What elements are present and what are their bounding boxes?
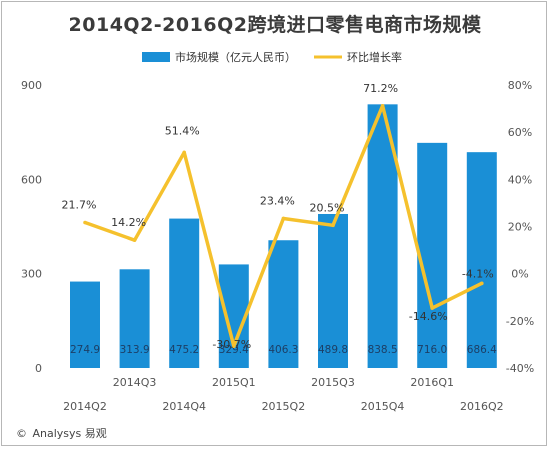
bar <box>169 218 200 368</box>
right-tick-label: 60% <box>508 126 532 139</box>
bar-value-label: 329.4 <box>219 344 249 356</box>
bar-value-label: 313.9 <box>120 344 150 356</box>
right-tick-label: 80% <box>508 79 532 92</box>
growth-value-label: -30.7% <box>212 338 251 351</box>
growth-labels: 21.7% 14.2% 51.4% -30.7% 23.4% 20.5% 71.2% -14.… <box>62 82 494 351</box>
chart-title: 2014Q2-2016Q2跨境进口零售电商市场规模 <box>68 14 482 36</box>
growth-value-label: 20.5% <box>310 201 345 214</box>
bar-value-label: 489.8 <box>318 344 348 356</box>
left-tick-label: 900 <box>21 79 42 92</box>
bar-value-label: 406.3 <box>268 344 298 356</box>
bar-value-label: 686.4 <box>467 344 497 356</box>
growth-value-label: 71.2% <box>363 82 398 95</box>
bar <box>417 142 448 368</box>
growth-point <box>480 281 484 286</box>
left-tick-label: 300 <box>21 268 42 281</box>
growth-point <box>132 238 137 242</box>
bar <box>268 240 299 368</box>
bars <box>70 104 497 369</box>
x-axis: 2014Q2 2014Q3 2014Q4 2015Q1 2015Q2 2015Q3 2015… <box>63 376 503 413</box>
growth-value-label: 14.2% <box>111 216 146 229</box>
x-tick-label: 2016Q1 <box>410 376 454 389</box>
footer: © Analysys 易观 <box>16 425 107 441</box>
bar-value-label: 475.2 <box>169 344 199 356</box>
growth-point <box>380 103 385 108</box>
bar <box>119 269 150 368</box>
bar-value-label: 716.0 <box>417 344 447 356</box>
growth-point <box>83 220 87 225</box>
x-tick-label: 2015Q1 <box>212 376 256 389</box>
x-tick-label: 2014Q3 <box>113 376 157 389</box>
growth-point <box>281 216 286 221</box>
x-tick-label: 2015Q3 <box>311 376 355 389</box>
right-tick-label: 20% <box>508 221 532 234</box>
growth-value-label: -4.1% <box>462 267 494 280</box>
growth-value-label: 21.7% <box>62 198 97 211</box>
growth-point <box>430 306 435 310</box>
legend-line-label: 环比增长率 <box>347 50 402 64</box>
footer-brand: Analysys 易观 <box>32 427 107 440</box>
copyright-symbol: © <box>16 427 27 440</box>
right-tick-label: -20% <box>506 315 534 328</box>
growth-point <box>182 150 186 155</box>
left-axis: 0 300 600 900 <box>21 79 42 375</box>
right-tick-label: 40% <box>508 173 532 186</box>
right-axis: -40% -20% 0% 20% 40% 60% 80% <box>506 79 534 375</box>
x-tick-label: 2015Q4 <box>361 400 405 413</box>
legend: 市场规模（亿元人民币） 环比增长率 <box>142 50 402 64</box>
bar-value-label: 838.5 <box>368 344 398 356</box>
growth-point <box>232 344 236 348</box>
right-tick-label: -40% <box>506 362 534 375</box>
x-tick-label: 2014Q2 <box>63 400 107 413</box>
bar-labels: 274.9 313.9 475.2 329.4 406.3 489.8 838.5 716.0… <box>70 344 497 356</box>
growth-point <box>331 223 335 228</box>
bar <box>318 213 348 368</box>
legend-bar-swatch <box>142 52 170 62</box>
left-tick-label: 0 <box>35 362 42 375</box>
right-tick-label: 0% <box>511 268 528 281</box>
bar <box>70 281 100 368</box>
legend-bar-label: 市场规模（亿元人民币） <box>175 50 296 64</box>
x-tick-label: 2014Q4 <box>162 400 206 413</box>
bar-value-label: 274.9 <box>70 344 100 356</box>
x-tick-label: 2016Q2 <box>460 400 504 413</box>
bar <box>466 152 497 368</box>
growth-value-label: 23.4% <box>260 194 295 207</box>
left-tick-label: 600 <box>21 173 42 186</box>
x-tick-label: 2015Q2 <box>262 400 306 413</box>
growth-value-label: -14.6% <box>409 310 448 323</box>
growth-value-label: 51.4% <box>165 124 200 137</box>
growth-line <box>83 103 484 348</box>
